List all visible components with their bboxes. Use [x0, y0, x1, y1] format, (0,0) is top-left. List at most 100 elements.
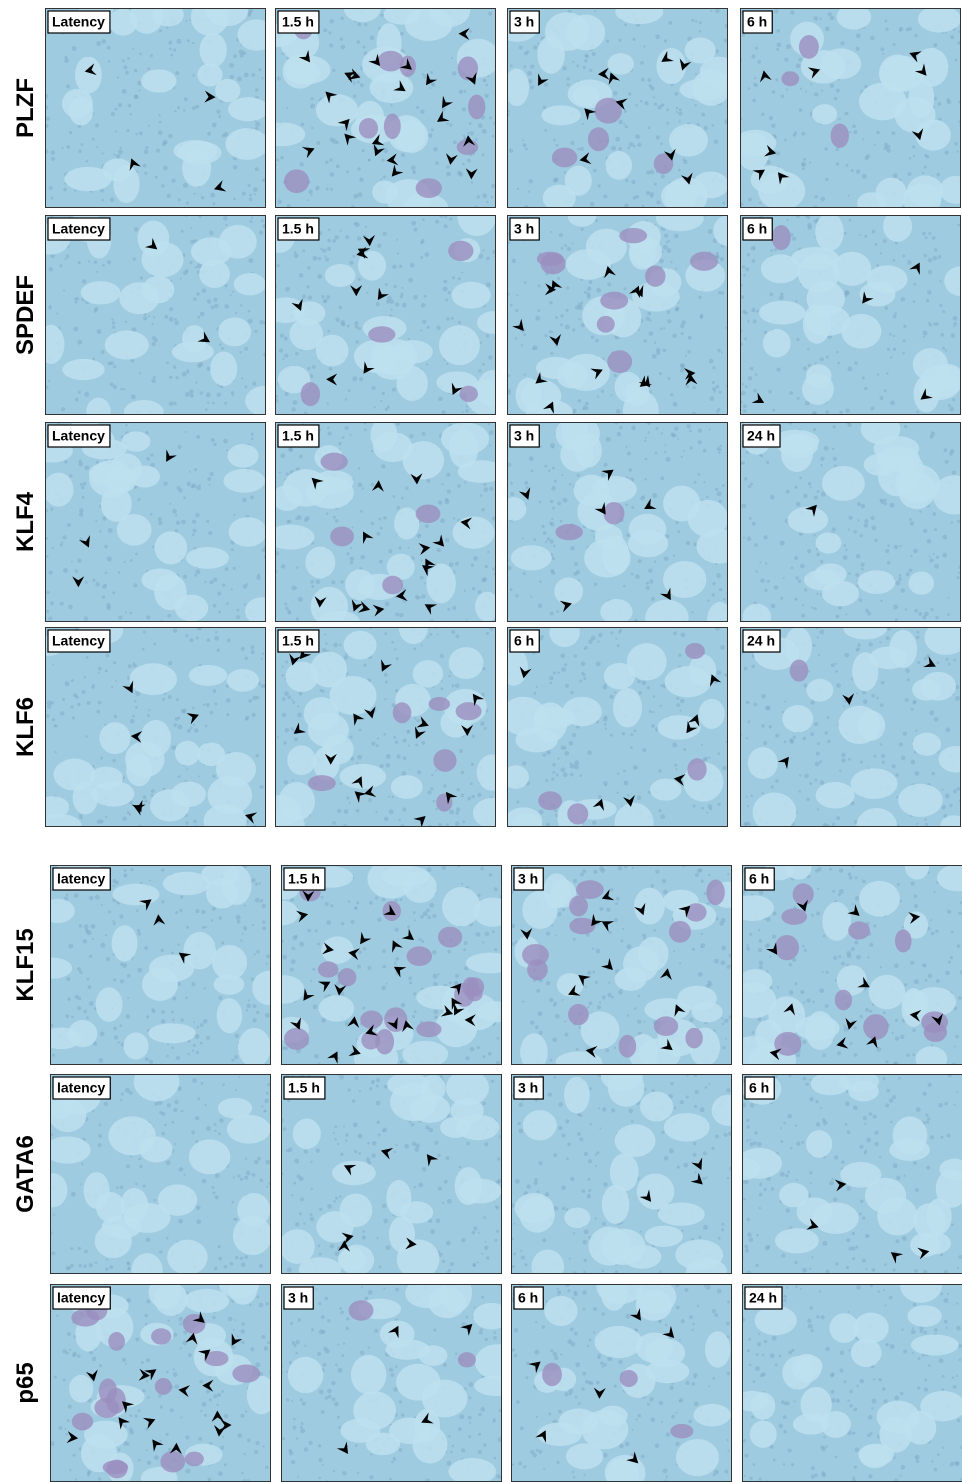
- tissue-dot: [308, 189, 313, 194]
- tissue-dot: [582, 869, 586, 873]
- tissue-dot: [172, 509, 177, 514]
- tissue-dot: [580, 147, 584, 151]
- row-label: KLF6: [12, 697, 39, 757]
- tissue-dot: [478, 590, 482, 594]
- tissue-dot: [825, 731, 829, 735]
- tissue-dot: [234, 1055, 238, 1059]
- tissue-dot: [210, 193, 215, 198]
- tissue-dot: [451, 57, 453, 59]
- tissue-dot: [909, 568, 913, 572]
- tissue-dot: [200, 312, 205, 317]
- tissue-dot: [717, 447, 721, 451]
- tissue-dot: [237, 77, 242, 82]
- tissue-dot: [887, 348, 890, 351]
- tissue-dot: [190, 240, 194, 244]
- tissue-dot: [549, 998, 554, 1003]
- tissue-dot: [953, 789, 957, 793]
- tissue-dot: [675, 768, 677, 770]
- tissue-dot: [494, 948, 497, 951]
- tissue-dot: [246, 1004, 250, 1008]
- tissue-dot: [864, 235, 867, 238]
- tissue-dot: [716, 410, 719, 413]
- cell: [310, 651, 347, 687]
- tissue-dot: [376, 302, 380, 306]
- tissue-dot: [340, 320, 345, 325]
- tissue-dot: [715, 8, 720, 13]
- micrograph-panel: Latency: [35, 617, 268, 838]
- tissue-dot: [767, 580, 770, 583]
- tissue-dot: [462, 107, 466, 111]
- tissue-dot: [130, 868, 134, 872]
- tissue-dot: [836, 148, 839, 151]
- tissue-dot: [430, 71, 433, 74]
- tissue-dot: [452, 71, 457, 76]
- tissue-dot: [934, 564, 939, 569]
- tissue-dot: [247, 184, 250, 187]
- tissue-dot: [695, 20, 697, 22]
- tissue-dot: [882, 761, 885, 764]
- tissue-dot: [853, 130, 857, 134]
- tissue-dot: [489, 116, 492, 119]
- tissue-dot: [482, 129, 487, 134]
- tissue-dot: [703, 449, 707, 453]
- tissue-dot: [912, 145, 915, 148]
- tissue-dot: [396, 754, 400, 758]
- tissue-dot: [617, 772, 619, 774]
- tissue-dot: [849, 131, 851, 133]
- tissue-dot: [127, 974, 131, 978]
- tissue-dot: [393, 285, 396, 288]
- tissue-dot: [544, 129, 547, 132]
- cell: [173, 140, 217, 162]
- tissue-dot: [168, 134, 172, 138]
- tissue-dot: [938, 102, 942, 106]
- tissue-dot: [678, 530, 681, 533]
- tissue-dot: [814, 92, 818, 96]
- tissue-dot: [708, 229, 713, 234]
- tissue-dot: [553, 467, 555, 469]
- tissue-dot: [615, 637, 617, 639]
- tissue-dot: [742, 383, 744, 385]
- tissue-dot: [349, 802, 351, 804]
- tissue-dot: [186, 202, 189, 205]
- tissue-dot: [954, 59, 957, 62]
- cell: [522, 891, 557, 929]
- tissue-dot: [440, 654, 444, 658]
- tissue-dot: [564, 746, 567, 749]
- tissue-dot: [894, 312, 897, 315]
- tissue-dot: [886, 145, 890, 149]
- tissue-dot: [721, 1017, 723, 1019]
- tissue-dot: [175, 376, 178, 379]
- tissue-dot: [544, 334, 547, 337]
- cell: [286, 61, 321, 84]
- tissue-dot: [748, 720, 751, 723]
- tissue-dot: [706, 495, 709, 498]
- micrograph-panel: 1.5 h: [263, 859, 516, 1076]
- tissue-dot: [674, 434, 676, 436]
- tissue-dot: [280, 334, 284, 338]
- tissue-dot: [644, 478, 647, 481]
- tissue-dot: [150, 54, 153, 57]
- tissue-dot: [364, 428, 367, 431]
- tissue-dot: [453, 140, 457, 144]
- tissue-dot: [262, 926, 266, 930]
- tissue-dot: [288, 447, 293, 452]
- tissue-dot: [181, 520, 186, 525]
- cell: [608, 53, 634, 75]
- tissue-dot: [356, 809, 360, 813]
- tissue-dot: [110, 382, 114, 386]
- tissue-dot: [902, 255, 905, 258]
- tissue-dot: [885, 549, 889, 553]
- tissue-dot: [614, 374, 617, 377]
- tissue-dot: [357, 167, 360, 170]
- tissue-dot: [903, 731, 907, 735]
- tissue-dot: [523, 333, 526, 336]
- tissue-dot: [764, 331, 767, 334]
- tissue-dot: [712, 387, 716, 391]
- stained-cell: [540, 253, 565, 274]
- tissue-dot: [382, 949, 386, 953]
- tissue-dot: [664, 444, 666, 446]
- tissue-dot: [698, 296, 701, 299]
- cell: [656, 205, 704, 231]
- tissue-dot: [856, 692, 858, 694]
- tissue-dot: [557, 277, 560, 280]
